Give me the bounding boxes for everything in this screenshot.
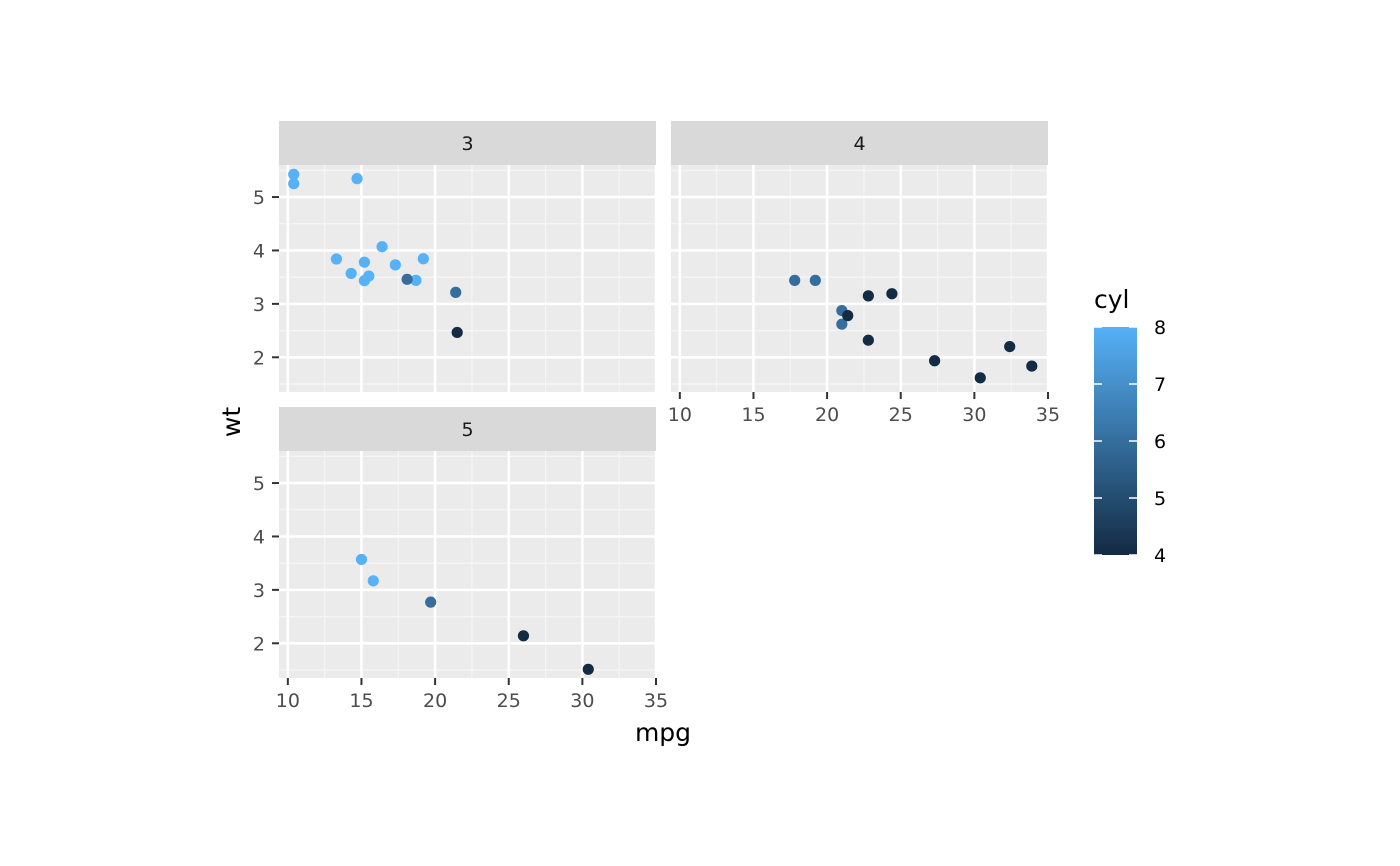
x-tick-label: 30 — [962, 404, 986, 426]
facet-panel-3: 3 2 3 4 5 — [253, 121, 658, 392]
y-tick-label: 2 — [253, 633, 265, 655]
y-tick-label: 3 — [253, 294, 265, 316]
facet-strip-label: 3 — [461, 133, 473, 155]
data-point — [401, 273, 413, 285]
data-point — [450, 286, 462, 298]
facet-panel-4: 4 10 15 20 25 30 35 — [668, 121, 1060, 426]
data-point — [974, 372, 986, 384]
data-point — [582, 663, 594, 675]
data-point — [358, 256, 371, 268]
data-point — [836, 318, 848, 330]
data-point — [351, 173, 363, 185]
data-point — [417, 253, 429, 265]
data-point — [886, 288, 898, 300]
data-point — [345, 267, 357, 280]
facet-strip — [279, 121, 656, 165]
x-axis-title: mpg — [635, 718, 691, 747]
cyl-legend: cyl 4 5 6 7 8 — [1094, 285, 1166, 567]
data-point — [1004, 341, 1016, 353]
panel-background — [279, 165, 656, 392]
x-tick-label: 35 — [1036, 404, 1060, 426]
x-tick-label: 25 — [497, 690, 521, 712]
colorbar-label: 6 — [1154, 431, 1166, 453]
data-point — [376, 241, 388, 253]
data-point — [862, 290, 874, 302]
facet-panels: 3 2 3 4 5 4 10 15 20 25 30 35 5 2 3 4 5 10 15 20 25 30 35 — [253, 121, 1060, 712]
colorbar-label: 8 — [1154, 317, 1166, 339]
y-tick-label: 5 — [253, 473, 265, 495]
data-point — [929, 355, 941, 367]
data-point — [355, 553, 368, 566]
x-tick-label: 10 — [276, 690, 300, 712]
y-tick-label: 2 — [253, 347, 265, 369]
data-point — [367, 575, 379, 587]
y-tick-label: 4 — [253, 240, 265, 262]
x-tick-label: 15 — [741, 404, 765, 426]
data-point — [862, 334, 874, 346]
colorbar-label: 7 — [1154, 374, 1166, 396]
data-point — [842, 310, 854, 322]
y-axis-title: wt — [217, 407, 246, 437]
data-point — [410, 274, 422, 286]
x-tick-label: 25 — [889, 404, 913, 426]
data-point — [425, 596, 437, 608]
legend-title: cyl — [1094, 285, 1130, 314]
x-tick-label: 20 — [815, 404, 839, 426]
x-tick-label: 20 — [423, 690, 447, 712]
colorbar-label: 4 — [1154, 545, 1166, 567]
data-point — [389, 259, 401, 271]
data-point — [809, 274, 821, 286]
y-tick-label: 3 — [253, 580, 265, 602]
facet-strip-label: 4 — [853, 133, 865, 155]
panel-background — [671, 165, 1048, 392]
facet-strip-label: 5 — [461, 419, 473, 441]
panel-background — [279, 451, 656, 678]
y-tick-label: 4 — [253, 526, 265, 548]
data-point — [288, 168, 300, 181]
data-point — [1026, 360, 1038, 372]
x-tick-label: 35 — [644, 690, 668, 712]
x-tick-label: 15 — [349, 690, 373, 712]
data-point — [330, 253, 343, 265]
data-point — [451, 326, 463, 339]
x-tick-label: 30 — [570, 690, 594, 712]
colorbar-label: 5 — [1154, 488, 1166, 510]
facet-panel-5: 5 2 3 4 5 10 15 20 25 30 35 — [253, 407, 668, 712]
x-tick-label: 10 — [668, 404, 692, 426]
facet-strip — [671, 121, 1048, 165]
data-point — [789, 274, 801, 286]
data-point — [517, 630, 530, 642]
data-point — [288, 178, 300, 190]
facet-strip — [279, 407, 656, 451]
data-point — [358, 275, 371, 287]
y-tick-label: 5 — [253, 187, 265, 209]
